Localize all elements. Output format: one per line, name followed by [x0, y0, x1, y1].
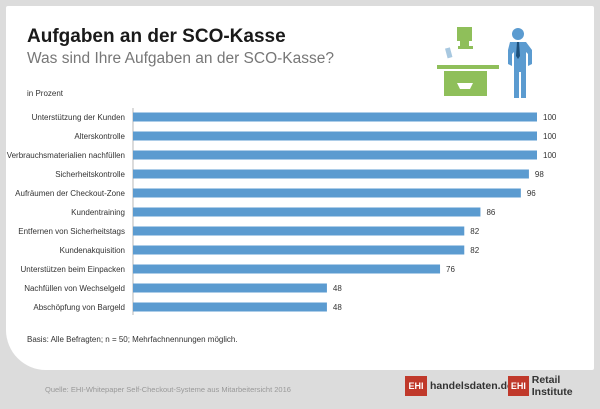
category-label: Alterskontrolle	[74, 132, 125, 141]
bar	[133, 169, 529, 179]
category-label: Unterstützen beim Einpacken	[21, 265, 126, 274]
value-label: 82	[470, 227, 479, 236]
category-label: Unterstützung der Kunden	[32, 113, 125, 122]
value-label: 100	[543, 113, 557, 122]
chart-subtitle: Was sind Ihre Aufgaben an der SCO-Kasse?	[27, 50, 335, 67]
logo-text: handelsdaten.de	[430, 380, 513, 392]
category-label: Entfernen von Sicherheitstags	[18, 227, 125, 236]
bar	[133, 207, 481, 217]
checkout-illustration-icon	[437, 27, 532, 98]
unit-label: in Prozent	[27, 89, 64, 98]
bar	[133, 188, 521, 198]
ehi-retail-institute-logo[interactable]: EHI Retail Institute	[508, 374, 600, 398]
bar	[133, 150, 537, 160]
handelsdaten-logo[interactable]: EHI handelsdaten.de	[405, 376, 513, 396]
bar	[133, 226, 465, 236]
value-label: 86	[486, 208, 495, 217]
category-label: Kundenakquisition	[60, 246, 125, 255]
chart-title: Aufgaben an der SCO-Kasse	[27, 26, 286, 47]
bar	[133, 112, 537, 122]
bar	[133, 283, 327, 293]
logo-text: Retail Institute	[531, 374, 573, 398]
value-label: 100	[543, 132, 557, 141]
bar	[133, 264, 441, 274]
category-label: Abschöpfung von Bargeld	[33, 303, 125, 312]
ehi-logo-box: EHI	[405, 376, 427, 396]
bar	[133, 131, 537, 141]
basis-note: Basis: Alle Befragten; n = 50; Mehrfachn…	[27, 335, 238, 344]
ehi-logo-box: EHI	[508, 376, 529, 396]
category-label: Kundentraining	[71, 208, 125, 217]
source-note: Quelle: EHI-Whitepaper Self-Checkout-Sys…	[45, 385, 291, 394]
bar	[133, 245, 465, 255]
category-label: Aufräumen der Checkout-Zone	[15, 189, 125, 198]
value-label: 96	[527, 189, 536, 198]
category-label: Verbrauchsmaterialien nachfüllen	[7, 151, 125, 160]
value-label: 48	[333, 284, 342, 293]
value-label: 82	[470, 246, 479, 255]
value-label: 100	[543, 151, 557, 160]
category-label: Sicherheitskontrolle	[55, 170, 125, 179]
category-label: Nachfüllen von Wechselgeld	[24, 284, 125, 293]
bar	[133, 302, 327, 312]
value-label: 76	[446, 265, 455, 274]
value-label: 48	[333, 303, 342, 312]
value-label: 98	[535, 170, 544, 179]
